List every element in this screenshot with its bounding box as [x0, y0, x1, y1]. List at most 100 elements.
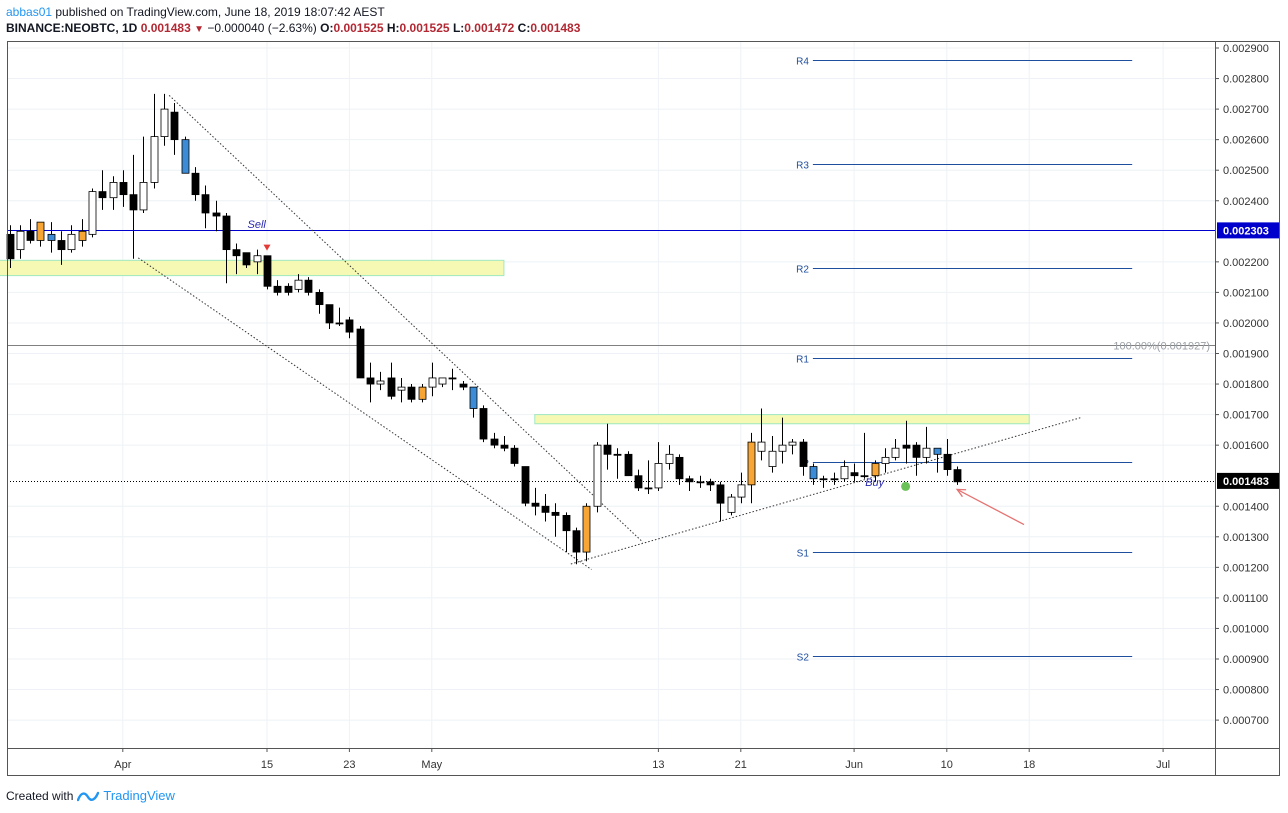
candle: [479, 405, 488, 443]
candle: [88, 188, 97, 238]
candle: [160, 93, 169, 146]
candle: [737, 472, 746, 504]
candle: [191, 167, 200, 201]
candle: [294, 274, 303, 293]
candle-body: [273, 285, 282, 293]
fib-level-label: 100.00%(0.001927): [1113, 340, 1210, 352]
published-text: published on TradingView.com, June 18, 2…: [52, 5, 385, 19]
sell-label: Sell: [248, 219, 267, 231]
close-label: C:: [517, 21, 531, 35]
candle-body: [212, 212, 221, 217]
high-value: 0.001525: [399, 21, 450, 35]
candle-body: [654, 463, 663, 489]
candle-body: [706, 481, 715, 486]
candle: [181, 136, 190, 174]
candle: [366, 362, 375, 403]
candle: [953, 466, 962, 485]
author-link[interactable]: abbas01: [6, 5, 53, 19]
candle-body: [418, 386, 427, 400]
candle: [109, 176, 118, 210]
candle: [757, 408, 766, 461]
candle-body: [448, 377, 457, 380]
candle-body: [902, 444, 911, 449]
candle-body: [387, 377, 396, 397]
candle: [654, 442, 663, 491]
candle: [706, 478, 715, 491]
candle: [212, 200, 221, 232]
candle-body: [531, 502, 540, 507]
candle-body: [356, 328, 365, 379]
candle: [387, 362, 396, 400]
candle: [469, 386, 478, 418]
candle: [500, 435, 509, 452]
low-value: 0.001472: [464, 21, 515, 35]
candle: [232, 243, 241, 275]
price-tick-label: 0.002400: [1223, 196, 1269, 208]
candle: [345, 316, 354, 339]
publish-line: abbas01 published on TradingView.com, Ju…: [6, 4, 580, 20]
candle-body: [469, 386, 478, 409]
candle-body: [119, 182, 128, 196]
price-tick-label: 0.002900: [1223, 43, 1269, 55]
tradingview-brand-link[interactable]: TradingView: [103, 788, 175, 803]
price-tick-label: 0.002600: [1223, 135, 1269, 147]
candle-body: [232, 249, 241, 257]
price-tick-label: 0.001000: [1223, 623, 1269, 635]
candle: [788, 439, 797, 455]
pivot-label-r1: R1: [796, 355, 809, 366]
candle-body: [675, 456, 684, 480]
candle-body: [170, 111, 179, 141]
candle-body: [160, 108, 169, 137]
candle-body: [891, 447, 900, 458]
created-with-text: Created with: [6, 789, 74, 803]
candle: [922, 426, 931, 464]
price-tag: [1217, 472, 1279, 489]
candle-body: [665, 453, 674, 464]
candle: [624, 451, 633, 477]
candle: [830, 472, 839, 485]
candle-body: [6, 233, 15, 260]
candle-body: [953, 469, 962, 483]
candle: [778, 417, 787, 464]
candle-body: [521, 466, 530, 504]
candle-body: [871, 463, 880, 477]
candle-body: [150, 136, 159, 183]
candle-body: [16, 230, 25, 251]
candle: [809, 463, 818, 485]
time-tick-label: May: [421, 759, 442, 771]
candle: [799, 439, 808, 476]
price-tick-label: 0.002200: [1223, 257, 1269, 269]
candle-body: [242, 252, 251, 266]
candle: [407, 384, 416, 403]
candle-body: [345, 319, 354, 333]
candle: [98, 170, 107, 210]
candle: [428, 362, 437, 397]
candle: [891, 439, 900, 461]
trendline: [137, 257, 592, 570]
time-tick-label: 21: [735, 759, 747, 771]
candle-body: [582, 505, 591, 553]
down-triangle-icon: ▼: [194, 24, 204, 35]
candle: [850, 463, 859, 482]
candle-body: [366, 377, 375, 385]
candle-body: [551, 511, 560, 516]
price-tick-label: 0.001100: [1223, 593, 1268, 605]
time-tick-label: 23: [343, 759, 355, 771]
candle-body: [490, 438, 499, 446]
candle: [912, 442, 921, 476]
candle: [139, 136, 148, 213]
chart-header: abbas01 published on TradingView.com, Ju…: [6, 4, 580, 38]
candle: [840, 460, 849, 482]
price-tick-label: 0.000800: [1223, 685, 1269, 697]
candle: [78, 219, 87, 247]
candle-body: [98, 191, 107, 199]
annotation-arrow: [956, 488, 1025, 526]
time-tick-label: 15: [261, 759, 273, 771]
close-value: 0.001483: [530, 21, 581, 35]
candle-body: [407, 386, 416, 400]
candle-body: [541, 505, 550, 513]
open-label: O:: [320, 21, 334, 35]
candle: [397, 377, 406, 403]
candle-body: [139, 182, 148, 211]
